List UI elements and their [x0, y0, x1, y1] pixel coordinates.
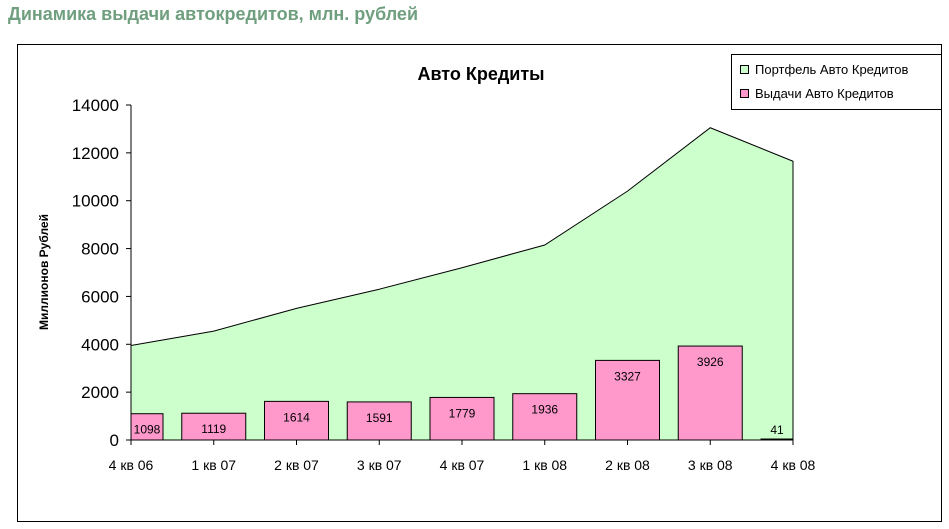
y-tick-label: 0 [110, 431, 119, 450]
issue-bar-data-label: 1936 [531, 403, 558, 417]
chart-legend: Портфель Авто Кредитов Выдачи Авто Креди… [731, 54, 942, 110]
legend-label-portfolio: Портфель Авто Кредитов [755, 62, 909, 77]
issue-bar-data-label: 1779 [449, 406, 476, 420]
x-tick-label: 1 кв 07 [191, 457, 236, 473]
issue-bar-data-label: 1614 [283, 410, 310, 424]
x-tick-label: 4 кв 07 [440, 457, 485, 473]
y-tick-label: 4000 [81, 335, 119, 354]
issues-bars-layer: 1098 1119 1614 1591 1779 1936 3327 3926 41 [130, 345, 794, 441]
x-tick-label: 2 кв 07 [274, 457, 319, 473]
issue-bar-data-label: 3327 [614, 369, 641, 383]
issue-bar [595, 359, 660, 441]
y-axis-label: Миллионов Рублей [37, 214, 51, 330]
legend-item-issues: Выдачи Авто Кредитов [740, 86, 894, 101]
issue-bar [512, 393, 578, 441]
y-tick-label: 12000 [72, 144, 119, 163]
legend-item-portfolio: Портфель Авто Кредитов [740, 62, 908, 77]
axes-layer: 0 2000 4000 6000 8000 10000 12000 14000 4 кв 06 1… [72, 96, 816, 473]
y-tick-label: 10000 [72, 192, 119, 211]
legend-swatch-issues [740, 89, 749, 98]
issue-bar-data-label: 1591 [366, 411, 393, 425]
issue-bar [181, 412, 247, 441]
x-tick-label: 3 кв 07 [357, 457, 402, 473]
issue-bar-data-label: 1098 [134, 423, 161, 437]
chart-title: Авто Кредиты [417, 64, 544, 84]
x-tick-label: 4 кв 08 [771, 457, 816, 473]
issue-bar-data-label: 3926 [697, 355, 724, 369]
x-tick-label: 4 кв 06 [109, 457, 154, 473]
portfolio-area-line [130, 127, 794, 440]
issue-bar-data-label: 1119 [201, 422, 226, 436]
y-tick-label: 6000 [81, 287, 119, 306]
x-tick-label: 2 кв 08 [605, 457, 650, 473]
legend-label-issues: Выдачи Авто Кредитов [755, 86, 894, 101]
issue-bar [677, 345, 743, 441]
y-tick-label: 8000 [81, 240, 119, 259]
page-heading: Динамика выдачи автокредитов, млн. рубле… [8, 4, 419, 24]
y-tick-label: 2000 [81, 383, 119, 402]
legend-swatch-portfolio [740, 65, 749, 74]
x-tick-label: 1 кв 08 [522, 457, 567, 473]
x-tick-label: 3 кв 08 [688, 457, 733, 473]
issue-bar-data-label: 41 [770, 423, 784, 437]
y-tick-label: 14000 [72, 96, 119, 115]
